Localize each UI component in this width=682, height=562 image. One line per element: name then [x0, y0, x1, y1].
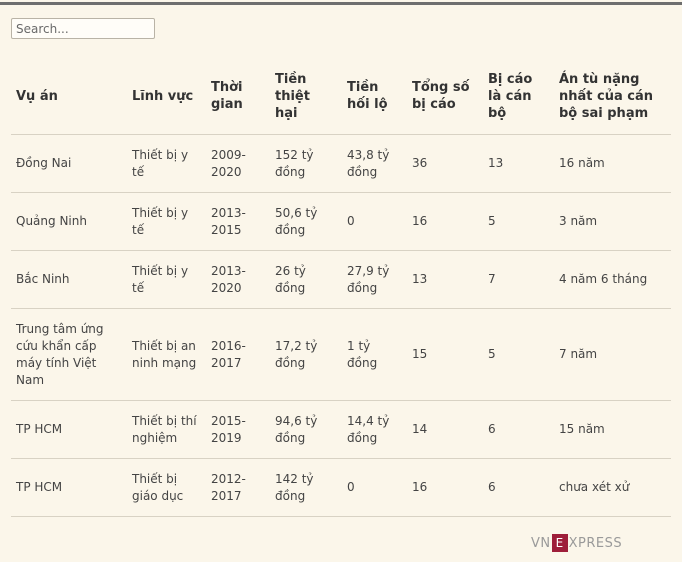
cell-bi-cao-la-can-bo: 6	[483, 458, 554, 517]
cell-tong-so-bi-cao: 16	[407, 192, 483, 251]
cell-vu-an: Quảng Ninh	[11, 192, 127, 251]
cell-tien-hoi-lo: 1 tỷ đồng	[342, 308, 407, 401]
header-bi-cao-la-can-bo: Bị cáo là cán bộ	[483, 58, 554, 135]
cell-vu-an: TP HCM	[11, 400, 127, 459]
cell-tien-hoi-lo: 0	[342, 192, 407, 251]
search-input[interactable]	[11, 18, 155, 39]
header-tong-so-bi-cao: Tổng số bị cáo	[407, 58, 483, 135]
table-row: Trung tâm ứng cứu khẩn cấp máy tính Việt…	[11, 308, 671, 401]
header-tien-hoi-lo: Tiền hối lộ	[342, 58, 407, 135]
header-tien-thiet-hai: Tiền thiệt hại	[270, 58, 342, 135]
table-row: Bắc Ninh Thiết bị y tế 2013-2020 26 tỷ đ…	[11, 250, 671, 309]
cell-thoi-gian: 2013-2020	[206, 250, 270, 309]
cell-vu-an: Trung tâm ứng cứu khẩn cấp máy tính Việt…	[11, 308, 127, 401]
data-table: Vụ án Lĩnh vực Thời gian Tiền thiệt hại …	[11, 58, 671, 517]
cell-an-tu: 16 năm	[554, 134, 671, 193]
header-linh-vuc: Lĩnh vực	[127, 58, 206, 135]
cell-an-tu: chưa xét xử	[554, 458, 671, 517]
table-row: Quảng Ninh Thiết bị y tế 2013-2015 50,6 …	[11, 192, 671, 251]
cell-bi-cao-la-can-bo: 7	[483, 250, 554, 309]
cell-tong-so-bi-cao: 13	[407, 250, 483, 309]
cell-an-tu: 3 năm	[554, 192, 671, 251]
header-an-tu-nang-nhat: Án tù nặng nhất của cán bộ sai phạm	[554, 58, 671, 135]
logo-suffix: XPRESS	[568, 535, 623, 551]
cell-an-tu: 15 năm	[554, 400, 671, 459]
vnexpress-logo: VN E XPRESS	[531, 533, 622, 553]
cell-tien-hoi-lo: 43,8 tỷ đồng	[342, 134, 407, 193]
cell-linh-vuc: Thiết bị y tế	[127, 134, 206, 193]
table-row: Đồng Nai Thiết bị y tế 2009-2020 152 tỷ …	[11, 134, 671, 193]
cell-an-tu: 4 năm 6 tháng	[554, 250, 671, 309]
cell-linh-vuc: Thiết bị thí nghiệm	[127, 400, 206, 459]
cell-vu-an: Bắc Ninh	[11, 250, 127, 309]
logo-prefix: VN	[531, 535, 551, 551]
cell-linh-vuc: Thiết bị y tế	[127, 192, 206, 251]
cell-linh-vuc: Thiết bị giáo dục	[127, 458, 206, 517]
cell-thoi-gian: 2009-2020	[206, 134, 270, 193]
cell-thoi-gian: 2016-2017	[206, 308, 270, 401]
cell-bi-cao-la-can-bo: 5	[483, 192, 554, 251]
cell-vu-an: Đồng Nai	[11, 134, 127, 193]
cell-tien-thiet-hai: 26 tỷ đồng	[270, 250, 342, 309]
cell-tien-hoi-lo: 27,9 tỷ đồng	[342, 250, 407, 309]
cell-bi-cao-la-can-bo: 5	[483, 308, 554, 401]
logo-box: E	[551, 534, 568, 552]
cell-thoi-gian: 2013-2015	[206, 192, 270, 251]
cell-linh-vuc: Thiết bị y tế	[127, 250, 206, 309]
cell-thoi-gian: 2012-2017	[206, 458, 270, 517]
cell-tien-hoi-lo: 14,4 tỷ đồng	[342, 400, 407, 459]
cell-tien-thiet-hai: 94,6 tỷ đồng	[270, 400, 342, 459]
cell-bi-cao-la-can-bo: 6	[483, 400, 554, 459]
cell-bi-cao-la-can-bo: 13	[483, 134, 554, 193]
cell-an-tu: 7 năm	[554, 308, 671, 401]
cell-tien-thiet-hai: 17,2 tỷ đồng	[270, 308, 342, 401]
cell-thoi-gian: 2015-2019	[206, 400, 270, 459]
cell-tong-so-bi-cao: 14	[407, 400, 483, 459]
cell-tien-hoi-lo: 0	[342, 458, 407, 517]
table-row: TP HCM Thiết bị giáo dục 2012-2017 142 t…	[11, 458, 671, 517]
cell-tong-so-bi-cao: 16	[407, 458, 483, 517]
cell-tien-thiet-hai: 142 tỷ đồng	[270, 458, 342, 517]
cell-tien-thiet-hai: 50,6 tỷ đồng	[270, 192, 342, 251]
cell-tien-thiet-hai: 152 tỷ đồng	[270, 134, 342, 193]
header-thoi-gian: Thời gian	[206, 58, 270, 135]
table-row: TP HCM Thiết bị thí nghiệm 2015-2019 94,…	[11, 400, 671, 459]
cell-linh-vuc: Thiết bị an ninh mạng	[127, 308, 206, 401]
top-divider	[0, 2, 682, 5]
cell-tong-so-bi-cao: 15	[407, 308, 483, 401]
header-vu-an: Vụ án	[11, 58, 127, 135]
table-header-row: Vụ án Lĩnh vực Thời gian Tiền thiệt hại …	[11, 58, 671, 135]
cell-vu-an: TP HCM	[11, 458, 127, 517]
cell-tong-so-bi-cao: 36	[407, 134, 483, 193]
